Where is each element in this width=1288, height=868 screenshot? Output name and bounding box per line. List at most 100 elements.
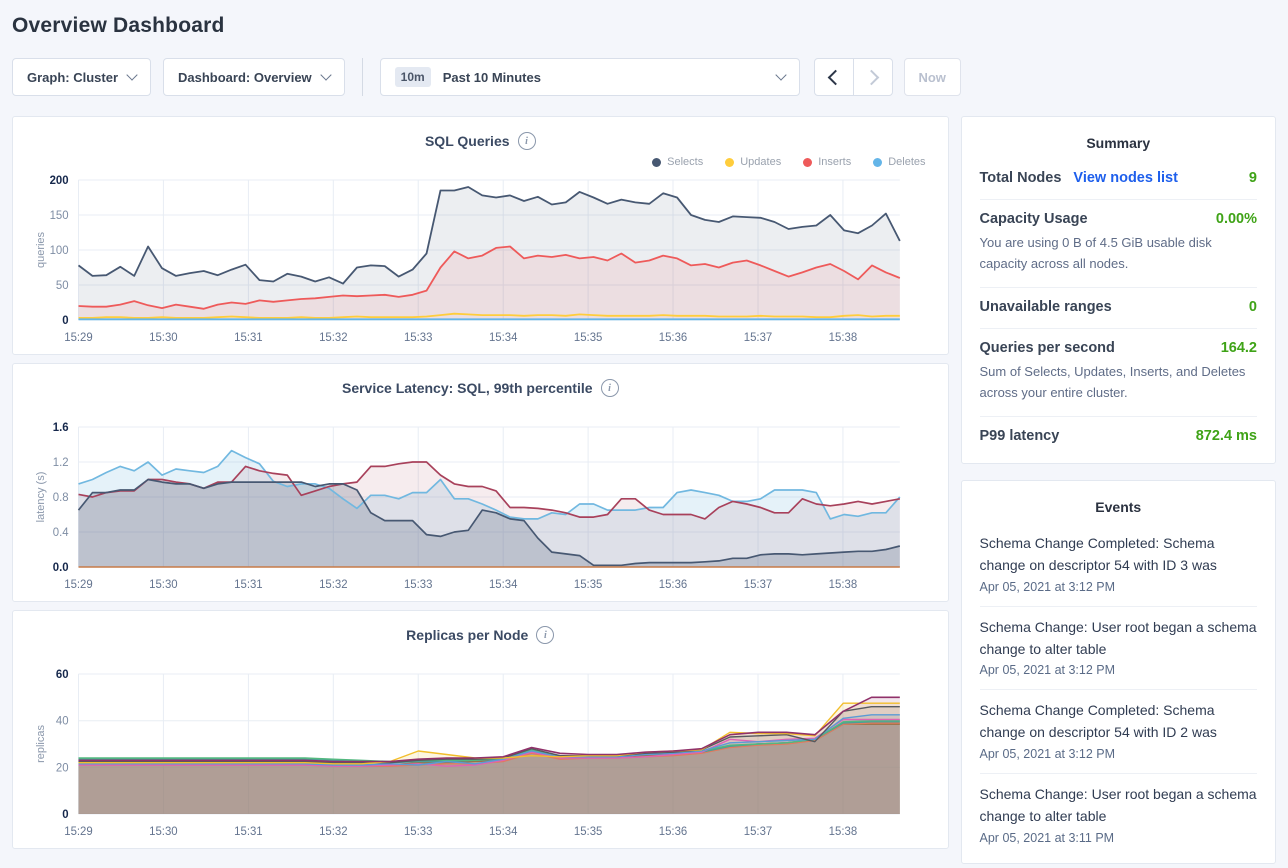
chart-title-replicas-per-node: Replicas per Node [406,627,529,643]
svg-text:40: 40 [56,716,69,728]
svg-text:15:35: 15:35 [574,579,602,591]
summary-metric-label: Queries per second [979,340,1115,357]
legend-item-inserts: Inserts [803,156,851,168]
svg-text:15:31: 15:31 [234,332,262,344]
sidebar: Summary Total Nodes View nodes list 9 Capac… [960,116,1276,864]
summary-metric-value: 872.4 ms [1195,428,1257,445]
svg-text:15:37: 15:37 [744,332,772,344]
replicas-per-node-chart: 15:29 15:30 15:31 15:32 15:33 15:34 15:35 15:36… [31,666,930,842]
legend-dot [873,157,883,167]
svg-text:15:34: 15:34 [489,826,518,838]
svg-text:15:32: 15:32 [319,332,347,344]
chevron-down-icon [320,69,332,81]
info-icon[interactable]: i [600,379,619,397]
svg-text:queries: queries [35,231,47,268]
svg-text:150: 150 [50,210,69,222]
time-range-badge: 10m [394,67,431,87]
summary-metric-value: 164.2 [1220,340,1257,357]
svg-text:1.2: 1.2 [53,457,69,469]
view-nodes-list-link[interactable]: View nodes list [1073,170,1178,186]
svg-text:0.8: 0.8 [53,492,69,504]
svg-text:15:35: 15:35 [574,332,602,344]
event-message: Schema Change Completed: Schema change o… [979,702,1217,741]
svg-text:15:37: 15:37 [744,826,772,838]
chart-card-sql-queries: SQL Queries i Selects Updates Inserts Delet… [12,116,949,355]
svg-text:50: 50 [56,280,69,292]
svg-text:15:29: 15:29 [64,332,92,344]
now-button[interactable]: Now [903,58,961,96]
graph-dropdown[interactable]: Graph: Cluster [12,58,152,96]
svg-text:15:32: 15:32 [319,579,347,591]
summary-row: Total Nodes View nodes list 9 [979,159,1257,200]
svg-text:15:36: 15:36 [659,579,687,591]
summary-title: Summary [1086,135,1151,151]
svg-text:15:36: 15:36 [659,332,687,344]
time-back-button[interactable] [813,58,854,96]
info-icon[interactable]: i [536,626,555,644]
svg-text:latency (s): latency (s) [35,472,47,523]
summary-metric-value: 0.00% [1215,211,1257,227]
svg-text:1.6: 1.6 [53,422,69,434]
summary-metric-value: 0 [1248,299,1257,316]
charts-column: SQL Queries i Selects Updates Inserts Delet… [12,116,949,849]
dashboard-dropdown-label: Dashboard: Overview [178,69,312,85]
summary-metric-label: Total Nodes [979,170,1062,186]
svg-text:15:34: 15:34 [489,332,518,344]
events-panel: Events Schema Change Completed: Schema c… [960,480,1276,864]
chart-title-sql-queries: SQL Queries [424,133,510,149]
svg-text:15:30: 15:30 [149,332,177,344]
time-forward-button[interactable] [852,58,893,96]
svg-text:15:38: 15:38 [829,579,857,591]
legend-item-updates: Updates [725,156,781,168]
svg-text:60: 60 [56,669,69,681]
event-timestamp: Apr 05, 2021 at 3:11 PM [979,830,1115,845]
chart-card-service-latency: Service Latency: SQL, 99th percentile i … [12,363,949,602]
svg-text:15:33: 15:33 [404,332,432,344]
svg-text:200: 200 [50,175,69,187]
info-icon[interactable]: i [517,132,536,150]
event-timestamp: Apr 05, 2021 at 3:12 PM [979,579,1116,594]
page-title: Overview Dashboard [12,14,225,37]
summary-metric-description: Sum of Selects, Updates, Inserts, and De… [979,364,1246,400]
svg-text:15:30: 15:30 [149,579,177,591]
svg-text:15:34: 15:34 [489,579,518,591]
time-step-buttons [813,58,893,96]
time-range-selector[interactable]: 10m Past 10 Minutes [379,58,800,96]
event-message: Schema Change: User root began a schema … [979,618,1257,657]
legend-item-deletes: Deletes [873,156,926,168]
event-message: Schema Change: User root began a schema … [979,786,1257,824]
svg-text:15:29: 15:29 [64,826,92,838]
summary-panel: Summary Total Nodes View nodes list 9 Capac… [960,116,1276,465]
svg-text:15:29: 15:29 [64,579,92,591]
legend-dot [803,157,813,167]
summary-row: Queries per second 164.2 Sum of Selects, U… [979,329,1257,418]
main-content: SQL Queries i Selects Updates Inserts Delet… [12,116,1276,864]
event-timestamp: Apr 05, 2021 at 3:12 PM [979,663,1116,678]
svg-text:0: 0 [62,809,68,821]
summary-metric-label: Unavailable ranges [979,299,1112,316]
svg-text:15:33: 15:33 [404,579,432,591]
svg-text:15:30: 15:30 [149,826,177,838]
svg-text:15:38: 15:38 [829,332,857,344]
event-message: Schema Change Completed: Schema change o… [979,535,1217,573]
svg-text:0.0: 0.0 [53,562,69,574]
event-list-item[interactable]: Schema Change: User root began a schema … [979,607,1257,691]
svg-text:15:37: 15:37 [744,579,772,591]
svg-text:20: 20 [56,762,69,774]
chevron-down-icon [775,69,787,81]
dashboard-dropdown[interactable]: Dashboard: Overview [163,58,345,96]
event-list-item[interactable]: Schema Change: User root began a schema … [980,774,1257,857]
svg-text:15:33: 15:33 [404,826,432,838]
svg-text:15:35: 15:35 [574,826,602,838]
svg-text:100: 100 [50,245,69,257]
summary-row: Capacity Usage 0.00% You are using 0 B of … [979,200,1257,289]
chart-legend: Selects Updates Inserts Deletes [31,154,926,170]
legend-dot [652,157,662,167]
summary-row: Unavailable ranges 0 [979,288,1257,330]
chevron-right-icon [863,69,879,85]
event-list-item[interactable]: Schema Change Completed: Schema change o… [979,690,1257,775]
svg-text:0: 0 [62,315,68,327]
summary-metric-description: You are using 0 B of 4.5 GiB usable disk… [979,235,1212,271]
event-list-item[interactable]: Schema Change Completed: Schema change o… [979,523,1257,607]
